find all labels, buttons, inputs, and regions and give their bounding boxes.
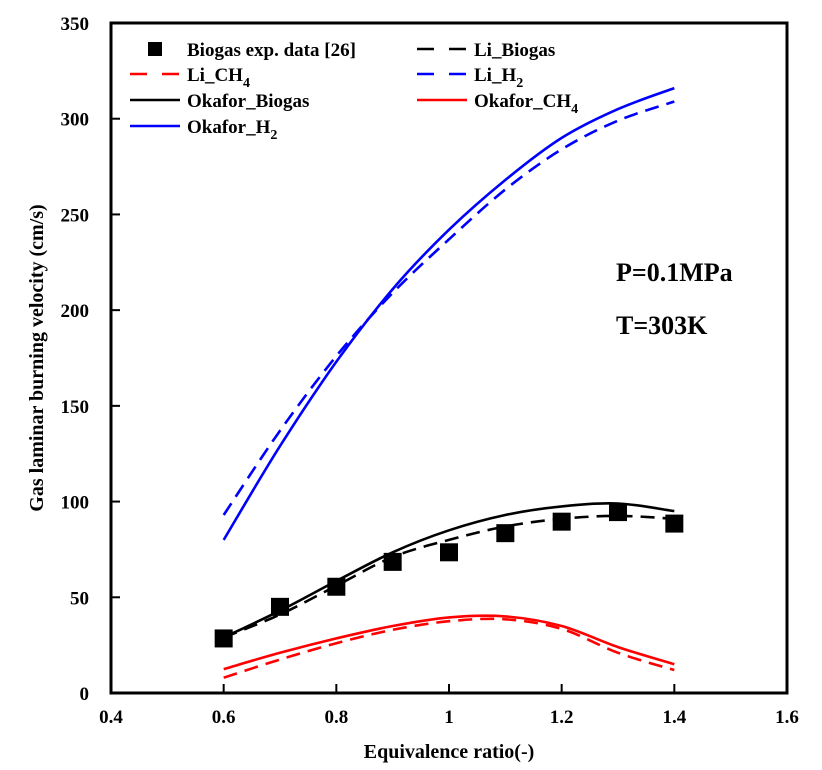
x-tick-label: 0.4 (99, 707, 123, 728)
legend-label-text: Okafor_H (187, 117, 271, 138)
y-axis-title: Gas laminar burning velocity (cm/s) (26, 204, 48, 511)
series-line-okafor-h2 (222, 86, 675, 541)
data-point-biogas-exp-data-26- (214, 629, 233, 648)
x-tick-label: 1.6 (775, 707, 799, 728)
x-tick-label: 1 (444, 707, 454, 728)
annotation-pressure: P=0.1MPa (616, 258, 733, 287)
legend-label-li-ch4: Li_CH4 (187, 65, 250, 91)
legend-label-text: Li_CH (187, 65, 243, 86)
y-tick-label: 250 (61, 205, 90, 226)
data-point-biogas-exp-data-26- (496, 524, 515, 543)
series-line-li-ch4 (223, 617, 675, 679)
legend-label-li-h2: Li_H2 (474, 65, 523, 91)
x-axis-ticks: 0.4 0.6 0.8 1 1.2 1.4 1.6 (99, 684, 799, 728)
data-point-biogas-exp-data-26- (327, 577, 346, 596)
y-tick-label: 300 (61, 110, 90, 131)
legend-label-text: Okafor_CH (474, 91, 571, 112)
data-point-biogas-exp-data-26- (609, 503, 627, 522)
legend-label-okafor-h2: Okafor_H2 (187, 117, 277, 143)
y-tick-label: 350 (61, 14, 90, 35)
legend-label-text: Okafor_Biogas (187, 91, 309, 112)
x-axis-title: Equivalence ratio(-) (364, 741, 535, 763)
x-tick-label: 0.6 (212, 707, 236, 728)
legend-label-text: Li_H (474, 65, 516, 86)
annotation-temperature: T=303K (616, 311, 708, 340)
data-point-biogas-exp-data-26- (383, 552, 402, 571)
legend-label-okafor-ch4: Okafor_CH4 (474, 91, 578, 117)
y-tick-label: 150 (61, 397, 90, 418)
series-lines (222, 86, 675, 679)
legend-label-subscript: 2 (270, 128, 277, 143)
data-point-biogas-exp-data-26- (440, 543, 458, 562)
y-tick-label: 100 (61, 493, 90, 514)
legend-label-text: Biogas exp. data [26] (187, 40, 356, 61)
data-markers (214, 503, 684, 648)
legend-label-li-biogas: Li_Biogas (474, 40, 555, 61)
y-axis-ticks: 0 50 100 150 200 250 300 350 (61, 14, 120, 705)
data-point-biogas-exp-data-26- (271, 597, 289, 616)
legend-label-subscript: 2 (516, 76, 523, 91)
y-tick-label: 200 (61, 301, 90, 322)
data-point-biogas-exp-data-26- (665, 514, 684, 533)
y-tick-label: 50 (70, 588, 89, 609)
y-tick-label: 0 (80, 684, 90, 705)
legend-label-subscript: 4 (243, 76, 250, 91)
series-line-li-biogas (223, 514, 675, 639)
series-line-okafor-ch4 (223, 614, 675, 671)
x-tick-label: 1.2 (550, 707, 574, 728)
legend-label-okafor-biogas: Okafor_Biogas (187, 91, 309, 112)
series-line-li-h2 (222, 100, 675, 516)
legend-label-biogas-exp-data-26-: Biogas exp. data [26] (187, 40, 356, 61)
x-tick-label: 0.8 (324, 707, 348, 728)
legend-marker-biogas-exp-data-26- (148, 42, 162, 56)
x-tick-label: 1.4 (662, 707, 686, 728)
series-line-okafor-biogas (223, 502, 675, 639)
legend-label-text: Li_Biogas (474, 40, 555, 61)
data-point-biogas-exp-data-26- (552, 512, 571, 531)
legend-label-subscript: 4 (571, 102, 578, 117)
